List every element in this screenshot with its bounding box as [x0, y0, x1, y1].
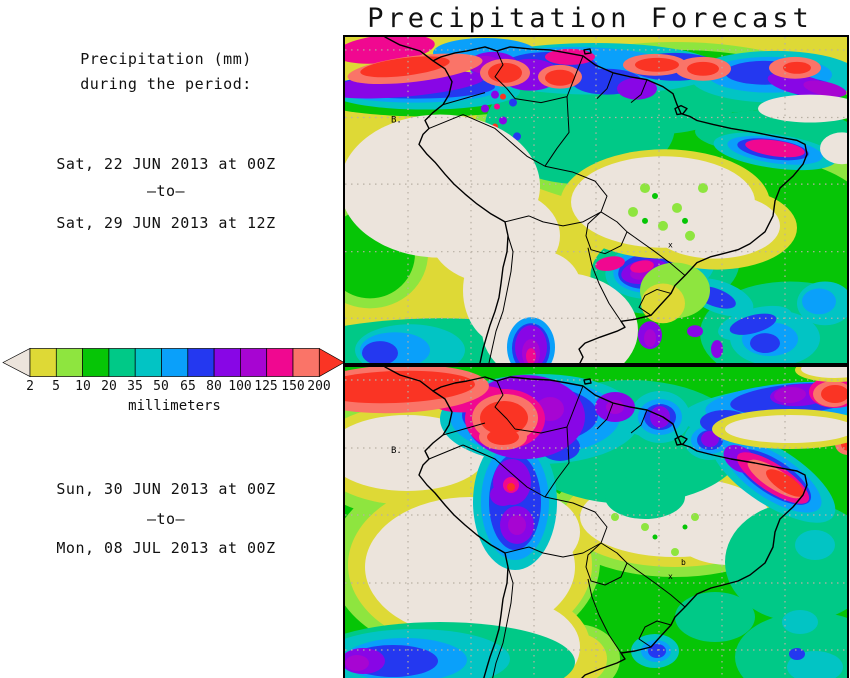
legend-tick: 50: [153, 379, 169, 394]
legend-band-20: [108, 348, 136, 377]
precip-map-week1: B. x: [343, 35, 849, 365]
legend-tick: 20: [101, 379, 117, 394]
legend-band-125: [266, 348, 294, 377]
map-annotation-b: B.: [391, 446, 402, 456]
precip-map-week2: B. x b: [343, 365, 849, 678]
legend-unit-label: millimeters: [128, 398, 221, 414]
legend-tick: 35: [127, 379, 143, 394]
map-annotation-x: x: [668, 572, 673, 581]
period1-start: Sat, 22 JUN 2013 at 00Z: [56, 155, 276, 173]
legend-band-5: [55, 348, 83, 377]
period1-separator: –to–: [146, 182, 186, 200]
variable-label-line1: Precipitation (mm): [80, 50, 252, 68]
period2-separator: –to–: [146, 510, 186, 528]
legend-tick: 100: [228, 379, 252, 394]
legend-tick: 200: [307, 379, 331, 394]
map-annotation-x: x: [668, 241, 673, 250]
legend-band-35: [134, 348, 162, 377]
legend-tick: 10: [75, 379, 91, 394]
legend-tick: 65: [180, 379, 196, 394]
map-annotation-b2: b: [681, 558, 686, 567]
period2-start: Sun, 30 JUN 2013 at 00Z: [56, 480, 276, 498]
legend-tick: 125: [254, 379, 278, 394]
legend-above-max-arrow: [318, 347, 345, 378]
legend-band-80: [213, 348, 241, 377]
legend-tick: 150: [281, 379, 305, 394]
color-scale-legend: [2, 347, 345, 378]
legend-band-65: [187, 348, 215, 377]
page-title: Precipitation Forecast: [367, 3, 813, 34]
legend-band-50: [161, 348, 189, 377]
legend-tick: 80: [206, 379, 222, 394]
legend-tick: 2: [26, 379, 34, 394]
legend-band-150: [292, 348, 320, 377]
variable-label-line2: during the period:: [80, 75, 252, 93]
period2-end: Mon, 08 JUL 2013 at 00Z: [56, 539, 276, 557]
period1-end: Sat, 29 JUN 2013 at 12Z: [56, 214, 276, 232]
legend-tick: 5: [52, 379, 60, 394]
map-annotation-b: B.: [391, 115, 402, 125]
legend-band-100: [240, 348, 268, 377]
legend-band-2: [29, 348, 57, 377]
legend-band-10: [82, 348, 110, 377]
legend-below-min-arrow: [2, 347, 31, 378]
